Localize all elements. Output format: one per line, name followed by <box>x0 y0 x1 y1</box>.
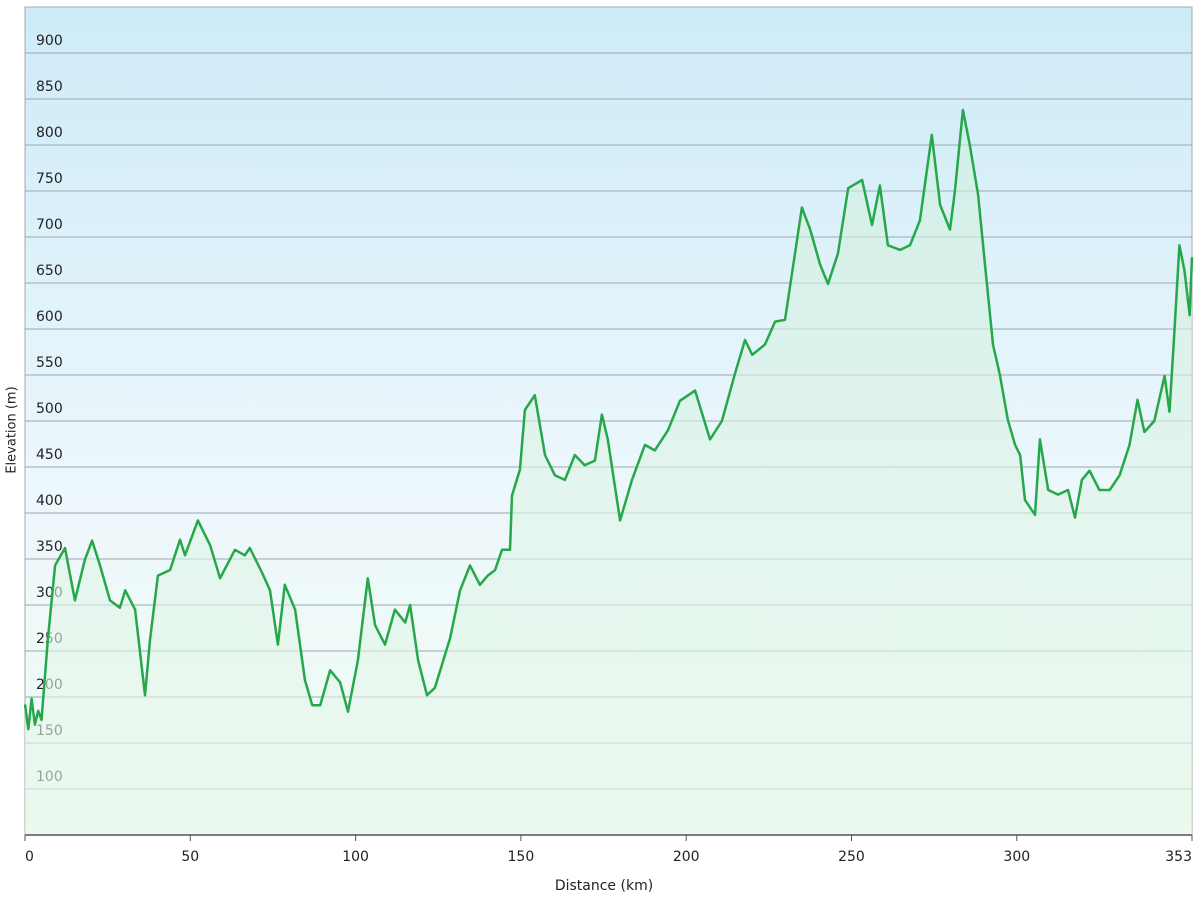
elevation-line <box>23 108 1194 731</box>
y-tick-label: 800 <box>36 125 63 141</box>
y-tick-label: 750 <box>36 171 63 187</box>
y-tick-label: 500 <box>36 401 63 417</box>
y-tick-label: 700 <box>36 217 63 233</box>
x-tick-label: 250 <box>838 849 865 865</box>
x-tick-label: 0 <box>25 849 34 865</box>
area-fill <box>25 110 1192 835</box>
y-tick-label: 600 <box>36 309 63 325</box>
x-tick-label: 50 <box>181 849 199 865</box>
x-tick-label: 353 <box>1165 849 1192 865</box>
y-tick-label: 850 <box>36 79 63 95</box>
y-tick-label: 450 <box>36 447 63 463</box>
y-tick-label: 900 <box>36 33 63 49</box>
x-tick-label: 200 <box>673 849 700 865</box>
x-tick-label: 300 <box>1003 849 1030 865</box>
y-axis-label: Elevation (m) <box>5 386 20 473</box>
x-tick-label: 150 <box>508 849 535 865</box>
y-tick-label: 350 <box>36 539 63 555</box>
x-axis-label: Distance (km) <box>555 878 653 894</box>
y-tick-label: 550 <box>36 355 63 371</box>
x-tick-label: 100 <box>342 849 369 865</box>
y-tick-label: 650 <box>36 263 63 279</box>
y-tick-label: 400 <box>36 493 63 509</box>
